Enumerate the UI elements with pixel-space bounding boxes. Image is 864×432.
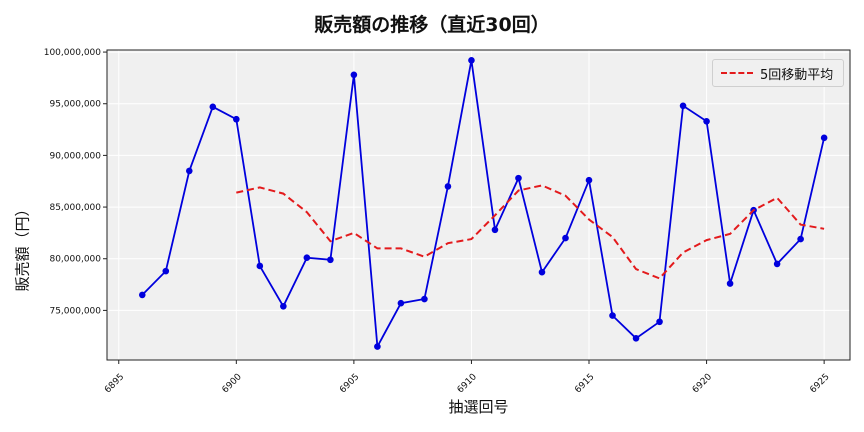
data-point-marker bbox=[703, 118, 710, 125]
data-point-marker bbox=[138, 291, 146, 299]
data-point-marker bbox=[491, 226, 499, 234]
x-tick-label: 6905 bbox=[338, 372, 361, 395]
data-point-marker bbox=[585, 176, 593, 184]
y-tick-label: 90,000,000 bbox=[49, 151, 101, 161]
y-tick-label: 80,000,000 bbox=[49, 255, 101, 265]
y-tick-label: 75,000,000 bbox=[49, 306, 101, 316]
y-axis-label: 販売額（円） bbox=[13, 201, 32, 292]
data-point-marker bbox=[562, 234, 569, 242]
data-point-marker bbox=[303, 254, 311, 261]
data-point-marker bbox=[209, 103, 217, 111]
data-point-marker bbox=[632, 335, 640, 342]
data-point-marker bbox=[679, 102, 687, 110]
x-tick-label: 6895 bbox=[103, 372, 126, 395]
data-point-marker bbox=[327, 256, 334, 264]
y-tick-label: 100,000,000 bbox=[44, 48, 102, 58]
y-tick-label: 95,000,000 bbox=[49, 100, 101, 110]
data-point-marker bbox=[162, 267, 170, 275]
data-point-marker bbox=[656, 318, 663, 326]
x-tick-label: 6910 bbox=[456, 372, 479, 395]
data-point-marker bbox=[421, 295, 428, 303]
y-tick-label: 85,000,000 bbox=[49, 203, 101, 213]
x-tick-label: 6925 bbox=[808, 372, 831, 395]
moving-average-line bbox=[236, 184, 825, 280]
data-point-marker bbox=[726, 280, 734, 287]
data-point-marker bbox=[773, 260, 781, 268]
chart-title: 販売額の推移（直近30回） bbox=[314, 14, 550, 36]
sales-line bbox=[141, 60, 825, 350]
legend-dashed-line-icon bbox=[721, 72, 753, 74]
data-point-marker bbox=[797, 235, 804, 243]
data-point-marker bbox=[350, 71, 358, 79]
x-axis-label: 抽選回号 bbox=[448, 398, 509, 416]
plot-area bbox=[107, 50, 850, 360]
x-tick-label: 6900 bbox=[221, 372, 244, 395]
data-point-marker bbox=[233, 115, 240, 123]
data-point-marker bbox=[374, 343, 381, 350]
data-point-marker bbox=[609, 312, 616, 319]
data-point-marker bbox=[515, 174, 522, 182]
data-point-marker bbox=[820, 134, 828, 142]
plot-frame bbox=[106, 49, 851, 361]
data-point-marker bbox=[468, 57, 475, 64]
data-point-marker bbox=[397, 299, 405, 307]
data-point-marker bbox=[538, 268, 546, 276]
data-point-marker bbox=[280, 302, 287, 310]
x-tick-label: 6915 bbox=[573, 372, 596, 395]
legend: 5回移動平均 bbox=[712, 59, 844, 87]
x-tick-label: 6920 bbox=[691, 372, 714, 395]
legend-label-moving-average: 5回移動平均 bbox=[760, 68, 834, 83]
data-point-marker bbox=[444, 183, 452, 190]
data-point-marker bbox=[185, 167, 193, 175]
data-point-marker bbox=[256, 262, 264, 270]
